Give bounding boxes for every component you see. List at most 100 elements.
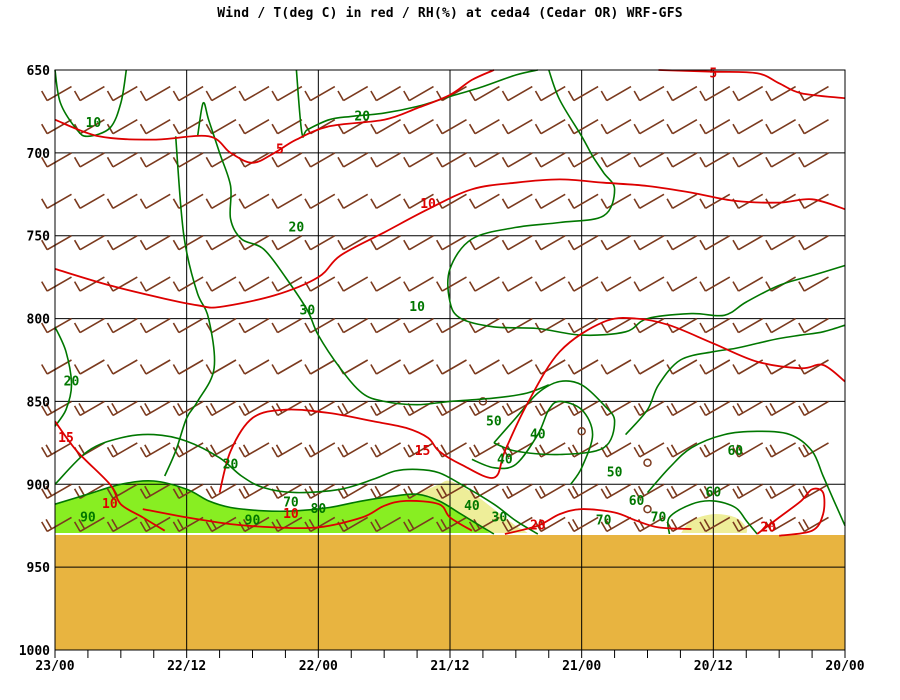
wind-barb: [600, 317, 632, 334]
wind-barb: [436, 119, 467, 135]
rh-label-30: 30: [492, 510, 508, 525]
wind-barb: [370, 85, 402, 102]
wind-barb: [205, 85, 237, 102]
wind-barb: [600, 193, 632, 209]
temperature-contour-10: [54, 178, 846, 309]
wind-barb: [106, 359, 138, 375]
wind-barb: [567, 193, 599, 209]
wind-barb: [468, 359, 500, 375]
wind-barb: [106, 317, 138, 334]
wind-barb: [699, 152, 731, 168]
wind-barb: [732, 317, 764, 334]
rh-label-80: 80: [311, 502, 327, 517]
wind-barb: [666, 442, 698, 458]
rh-contours-layer: [54, 69, 846, 535]
wind-barb: [699, 235, 731, 251]
wind-barb: [73, 85, 105, 102]
wind-barb: [436, 400, 467, 417]
wind-barb: [534, 152, 566, 168]
wind-barb: [370, 152, 402, 168]
calm-wind-marker: [643, 458, 652, 467]
wind-barb: [403, 193, 434, 209]
wind-barb: [73, 193, 105, 209]
wind-barb: [765, 235, 797, 251]
wind-barb: [600, 276, 632, 292]
wind-barb: [271, 317, 303, 334]
wind-barb: [501, 119, 533, 135]
wind-barb: [41, 276, 72, 292]
wind-barb: [732, 119, 764, 135]
rh-label-20: 20: [354, 109, 370, 124]
wind-barb: [73, 152, 105, 168]
wind-barb: [534, 359, 566, 375]
wind-barb: [436, 483, 467, 499]
wind-barb: [139, 85, 171, 102]
wind-barb: [468, 85, 500, 102]
wind-barb: [567, 516, 599, 533]
wind-barb: [732, 152, 764, 168]
wind-barb: [732, 483, 764, 499]
temperature-label-10: 10: [283, 507, 299, 522]
wind-barb: [567, 359, 599, 375]
wind-barb: [370, 119, 402, 135]
rh-label-60: 60: [706, 486, 722, 501]
wind-barb: [41, 193, 72, 209]
x-tick-label: 20/00: [825, 659, 864, 674]
rh-label-70: 70: [651, 510, 667, 525]
wind-barb: [534, 85, 566, 102]
wind-barb: [436, 235, 467, 251]
wind-barb: [139, 483, 171, 499]
wind-barb: [139, 359, 171, 375]
wind-barb: [732, 516, 764, 533]
wind-barb: [139, 276, 171, 292]
rh-label-40: 40: [464, 499, 480, 514]
wind-barb: [403, 152, 434, 168]
wind-barb: [633, 483, 665, 499]
wind-barb: [337, 317, 369, 334]
wind-barb: [205, 359, 237, 375]
wind-barb: [139, 516, 171, 533]
rh-contour-50: [624, 324, 846, 436]
wind-barb: [600, 442, 632, 458]
rh-contour-50: [471, 400, 594, 485]
rh-contour-30: [196, 101, 550, 406]
x-tick-label: 20/12: [694, 659, 733, 674]
wind-barb: [798, 400, 829, 417]
wind-barb: [41, 359, 72, 375]
temperature-contour-20: [756, 487, 826, 537]
rh-fill-70to90-1: [417, 480, 528, 535]
wind-barb: [403, 359, 434, 375]
wind-barb: [436, 276, 467, 292]
wind-barb: [337, 235, 369, 251]
wind-barb: [205, 119, 237, 135]
wind-barb: [501, 483, 533, 499]
wind-barb: [106, 400, 138, 417]
wind-barb: [699, 119, 731, 135]
rh-label-60: 60: [629, 494, 645, 509]
wind-barb: [798, 276, 829, 292]
wind-barb: [666, 193, 698, 209]
rh-label-60: 60: [727, 444, 743, 459]
rh-label-40: 40: [530, 428, 546, 443]
temperature-label-5: 5: [709, 66, 717, 81]
wind-barb: [600, 400, 632, 417]
rh-label-90: 90: [80, 510, 96, 525]
wind-barb: [699, 359, 731, 375]
wind-barb: [238, 85, 270, 102]
wind-barb: [238, 317, 270, 334]
wind-barb: [501, 276, 533, 292]
wind-barb: [238, 516, 270, 533]
wind-barb: [403, 276, 434, 292]
wind-barb: [403, 235, 434, 251]
wind-barb: [798, 516, 829, 533]
wind-barb: [732, 85, 764, 102]
wind-barb: [304, 276, 336, 292]
wind-barb: [205, 152, 237, 168]
wind-barb: [633, 359, 665, 375]
wind-barb: [501, 235, 533, 251]
wind-barbs-layer: [41, 85, 829, 533]
wind-barb: [106, 119, 138, 135]
wind-barb: [699, 483, 731, 499]
wind-barb: [567, 85, 599, 102]
